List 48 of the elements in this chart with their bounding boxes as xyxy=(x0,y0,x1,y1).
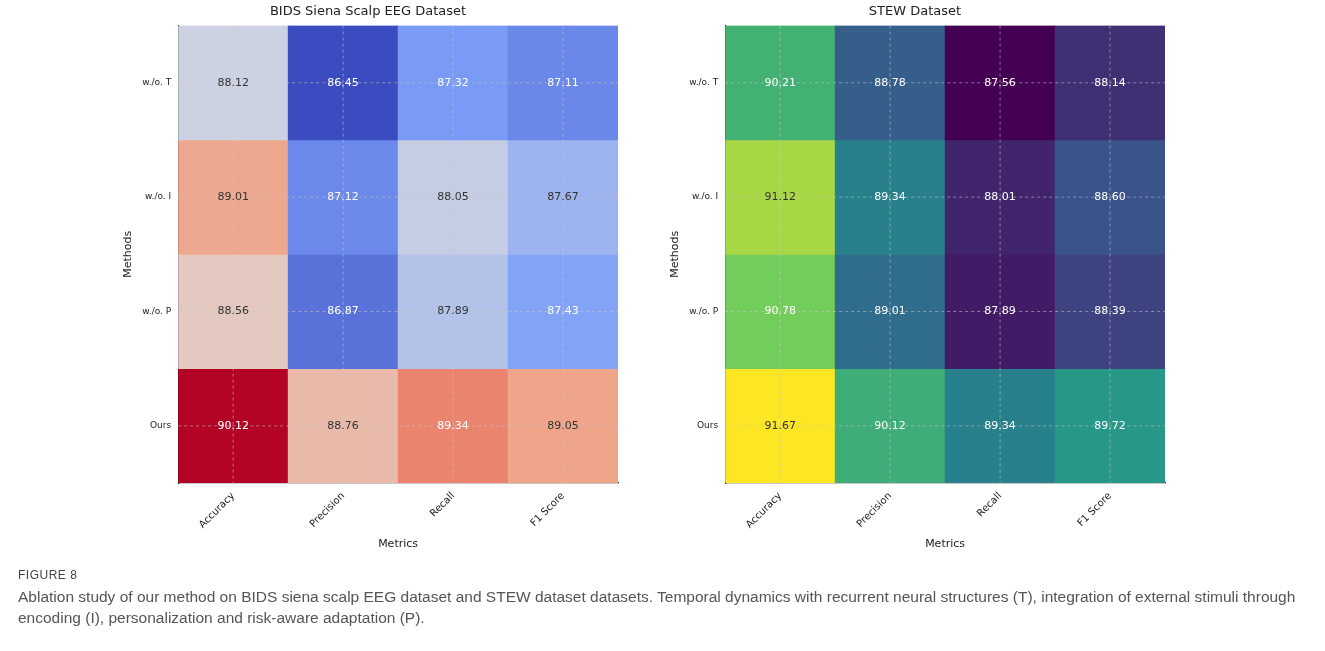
data-label: 89.01 xyxy=(874,304,906,318)
data-label: 89.72 xyxy=(1094,418,1126,432)
data-label: 88.01 xyxy=(984,190,1016,203)
chart-title: STEW Dataset xyxy=(868,3,962,19)
data-label: 88.39 xyxy=(1094,304,1126,318)
data-label: 88.56 xyxy=(217,304,249,318)
data-label: 88.14 xyxy=(1094,75,1126,89)
data-label: 87.89 xyxy=(984,304,1016,318)
data-label: 86.45 xyxy=(327,75,359,89)
data-label: 88.76 xyxy=(327,418,359,432)
data-label: 87.11 xyxy=(547,75,579,89)
data-label: 90.78 xyxy=(764,304,796,318)
data-label: 88.78 xyxy=(874,75,906,89)
y-tick-label: Ours xyxy=(697,420,719,431)
data-label: 89.34 xyxy=(437,418,469,432)
data-label: 90.12 xyxy=(217,418,249,432)
y-axis-title: Methods xyxy=(121,230,135,278)
y-tick-label: w./o. T xyxy=(142,77,172,88)
text: Ablation study of our method on BIDS siena scalp EEG dataset and STEW dataset datasets. Temporal dynamics with recurrent neural structures (T), integration of external stimuli through encoding (I), personalization and risk-aware adaptation (P). xyxy=(18,587,1297,628)
data-label: 91.12 xyxy=(764,190,796,203)
data-label: 88.05 xyxy=(437,190,469,203)
caption: FIGURE 8 xyxy=(18,568,79,582)
y-tick-label: w./o. I xyxy=(692,191,719,202)
y-tick-label: Ours xyxy=(150,420,172,431)
data-label: 88.12 xyxy=(217,75,249,89)
data-label: 89.34 xyxy=(984,418,1016,432)
data-label: 87.12 xyxy=(327,190,359,203)
data-label: 87.56 xyxy=(984,75,1016,89)
y-tick-label: w./o. P xyxy=(689,305,719,316)
data-label: 91.67 xyxy=(764,418,796,432)
data-label: 86.87 xyxy=(327,304,359,318)
data-label: 89.05 xyxy=(547,418,579,432)
x-axis-title: Metrics xyxy=(925,537,966,551)
data-label: 87.89 xyxy=(437,304,469,318)
y-tick-label: w./o. I xyxy=(145,191,172,202)
chart-title: BIDS Siena Scalp EEG Dataset xyxy=(269,3,467,19)
data-label: 89.34 xyxy=(874,190,906,203)
data-label: 87.67 xyxy=(547,190,579,203)
data-label: 87.43 xyxy=(547,304,579,318)
data-label: 90.21 xyxy=(764,75,796,89)
x-axis-title: Metrics xyxy=(378,537,419,551)
data-label: 87.32 xyxy=(437,75,469,89)
y-tick-label: w./o. P xyxy=(142,305,172,316)
data-label: 89.01 xyxy=(217,190,249,203)
data-label: 90.12 xyxy=(874,418,906,432)
y-axis-title: Methods xyxy=(668,230,682,278)
y-tick-label: w./o. T xyxy=(689,77,719,88)
data-label: 88.60 xyxy=(1094,190,1126,203)
